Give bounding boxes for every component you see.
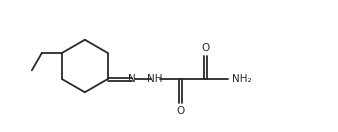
Text: NH: NH bbox=[147, 74, 163, 84]
Text: O: O bbox=[201, 43, 209, 53]
Text: O: O bbox=[177, 106, 185, 116]
Text: NH₂: NH₂ bbox=[232, 74, 252, 84]
Text: N: N bbox=[128, 74, 136, 84]
